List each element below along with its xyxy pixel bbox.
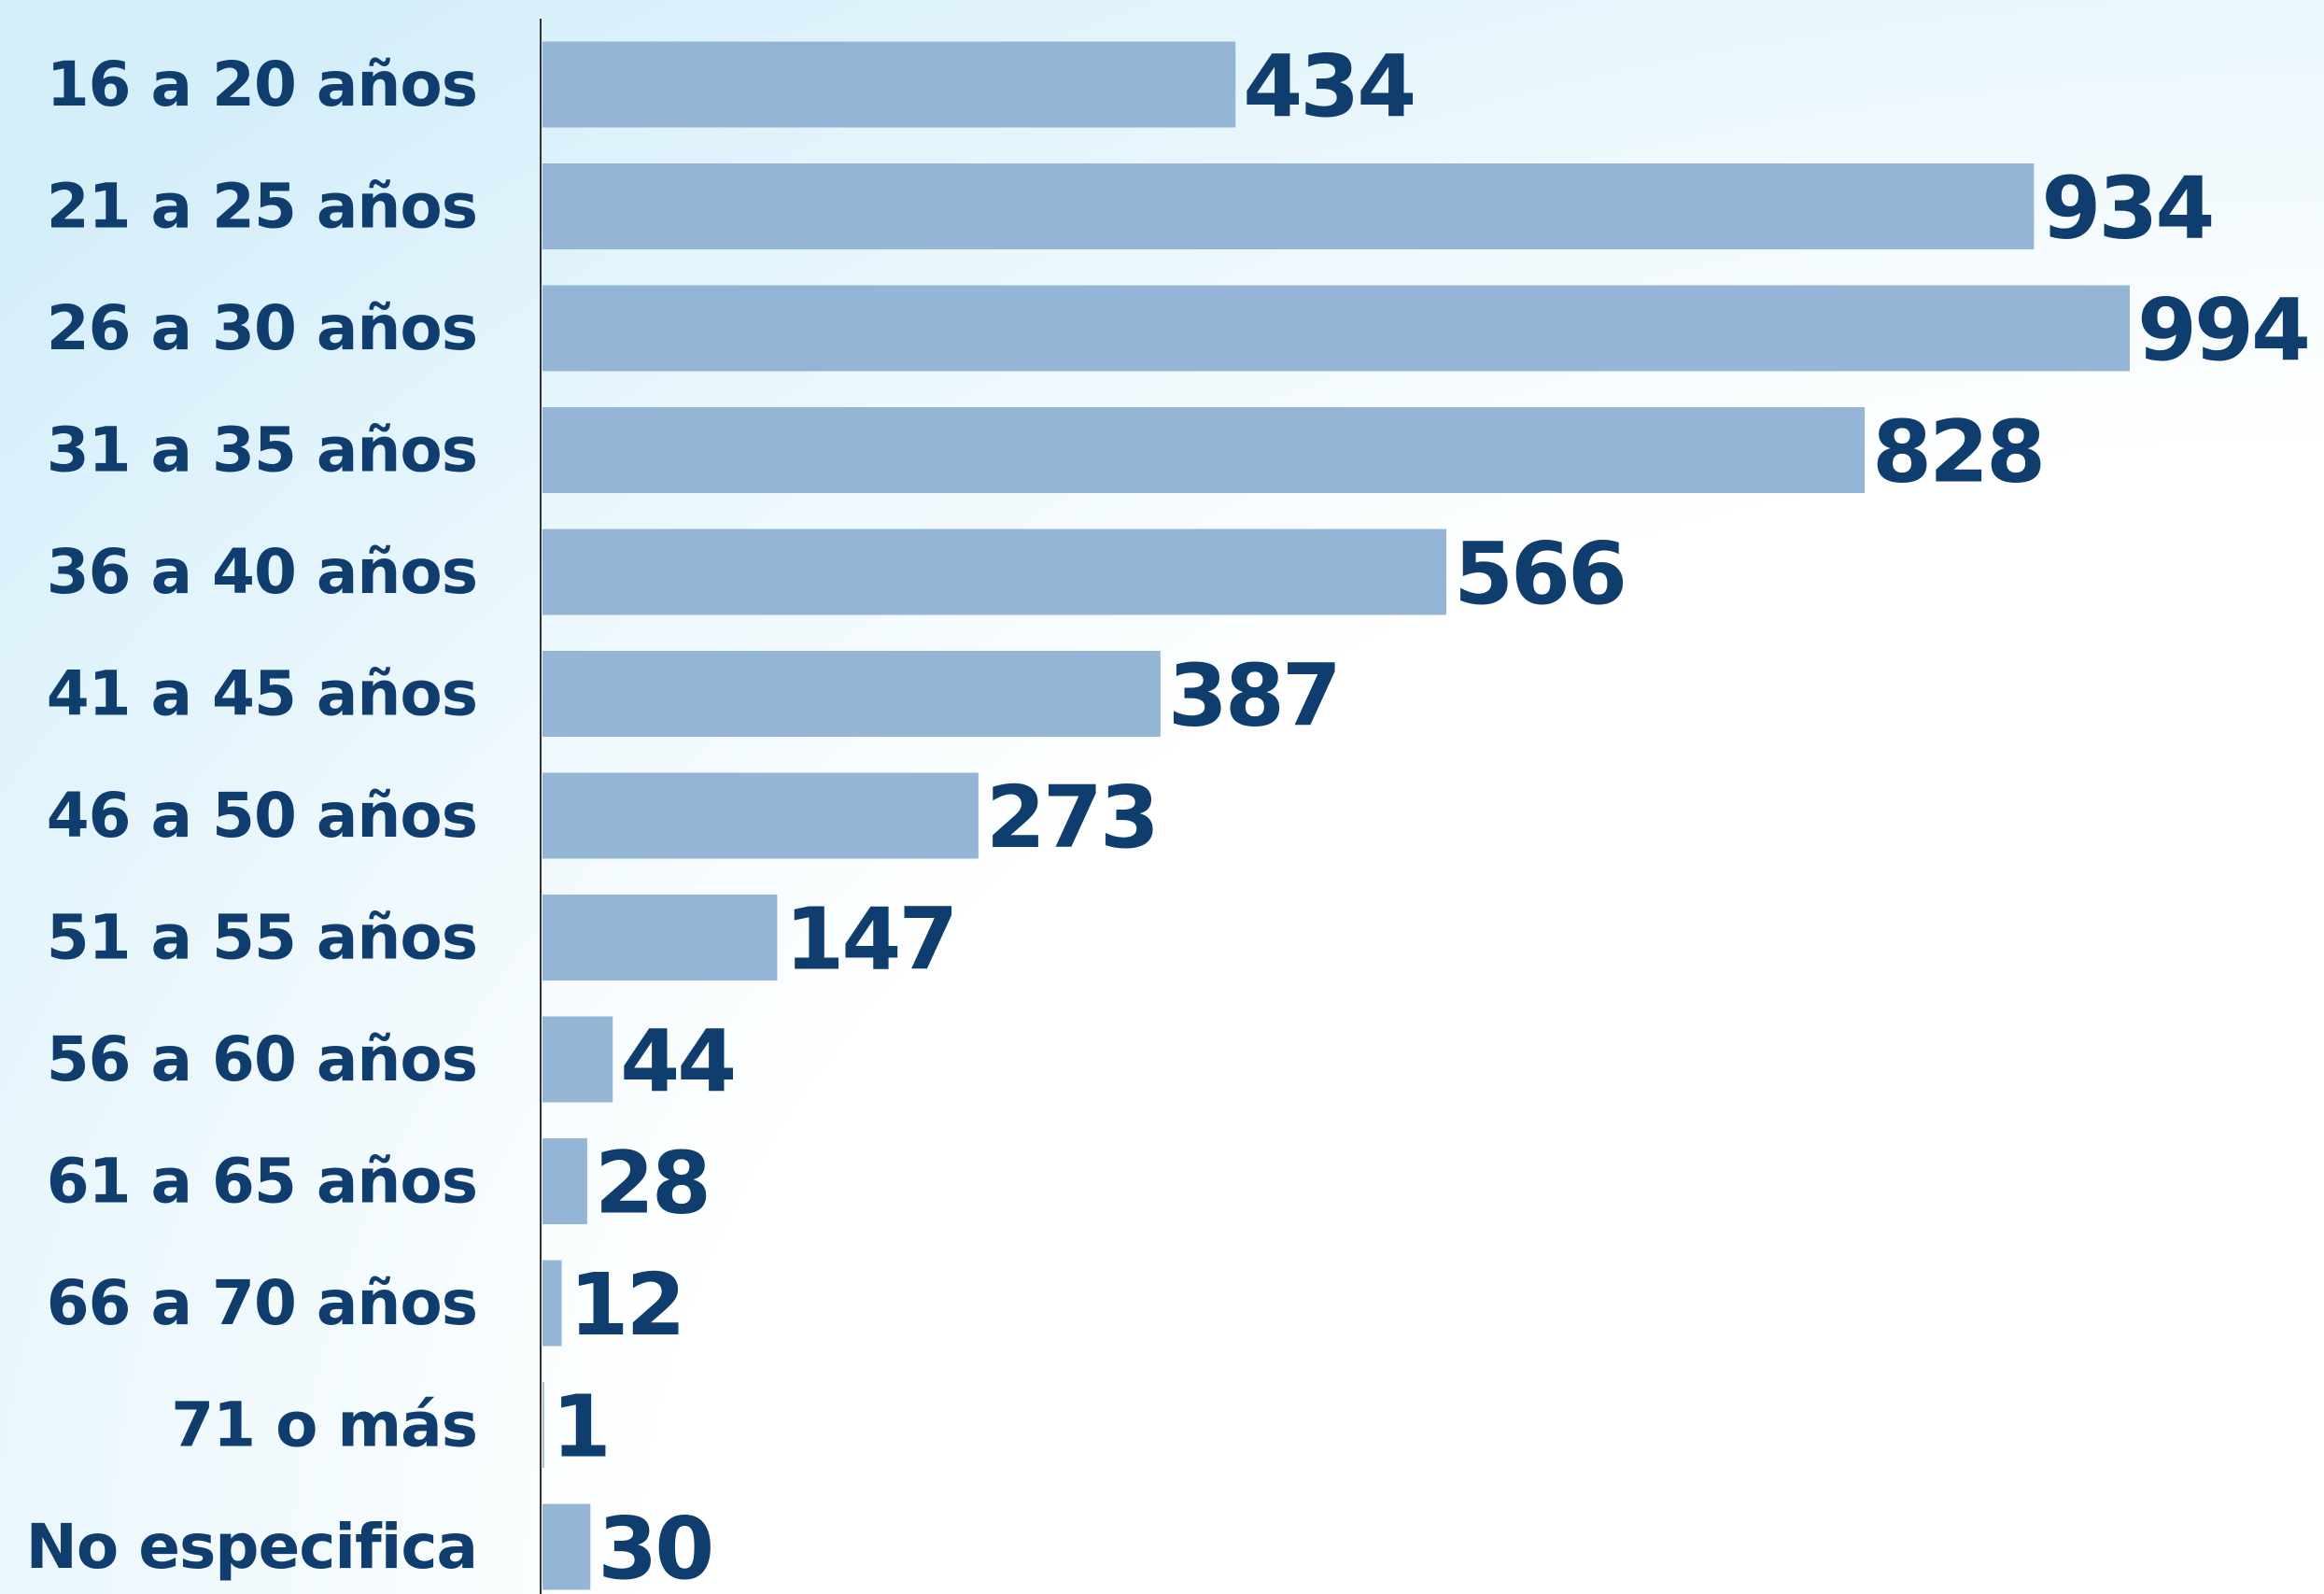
value-label: 28 <box>595 1134 709 1234</box>
bar <box>542 1503 591 1590</box>
value-label: 994 <box>2137 280 2308 380</box>
category-label: 51 a 55 años <box>47 902 477 974</box>
value-label: 273 <box>986 768 1157 868</box>
bar <box>542 1260 562 1347</box>
bar <box>542 895 778 980</box>
value-label: 1 <box>552 1377 609 1477</box>
category-label: 21 a 25 años <box>47 171 477 243</box>
category-label: 41 a 45 años <box>47 658 477 730</box>
bar <box>542 529 1447 615</box>
value-label: 828 <box>1872 402 2043 502</box>
bar <box>542 41 1236 128</box>
category-label: 56 a 60 años <box>47 1023 477 1095</box>
category-label: 71 o más <box>171 1389 477 1461</box>
bar <box>542 1382 544 1468</box>
category-label: 66 a 70 años <box>47 1267 477 1339</box>
bar <box>542 407 1866 493</box>
value-label: 12 <box>570 1255 683 1355</box>
category-label: 26 a 30 años <box>47 292 477 364</box>
category-label: 16 a 20 años <box>47 49 477 120</box>
category-label: No especifica <box>26 1511 477 1583</box>
bar <box>542 772 979 859</box>
value-label: 147 <box>784 890 955 990</box>
bar <box>542 651 1161 737</box>
bar <box>542 163 2035 249</box>
category-label: 31 a 35 años <box>47 415 477 487</box>
category-label: 36 a 40 años <box>47 536 477 608</box>
value-label: 44 <box>620 1011 734 1111</box>
category-label: 46 a 50 años <box>47 780 477 852</box>
bar <box>542 285 2130 372</box>
value-label: 934 <box>2041 159 2212 259</box>
value-label: 30 <box>598 1499 711 1594</box>
value-label: 566 <box>1454 524 1625 624</box>
bar <box>542 1016 613 1103</box>
value-label: 434 <box>1243 36 1414 136</box>
value-label: 387 <box>1168 646 1339 746</box>
category-label: 61 a 65 años <box>47 1146 477 1218</box>
bar <box>542 1138 587 1224</box>
